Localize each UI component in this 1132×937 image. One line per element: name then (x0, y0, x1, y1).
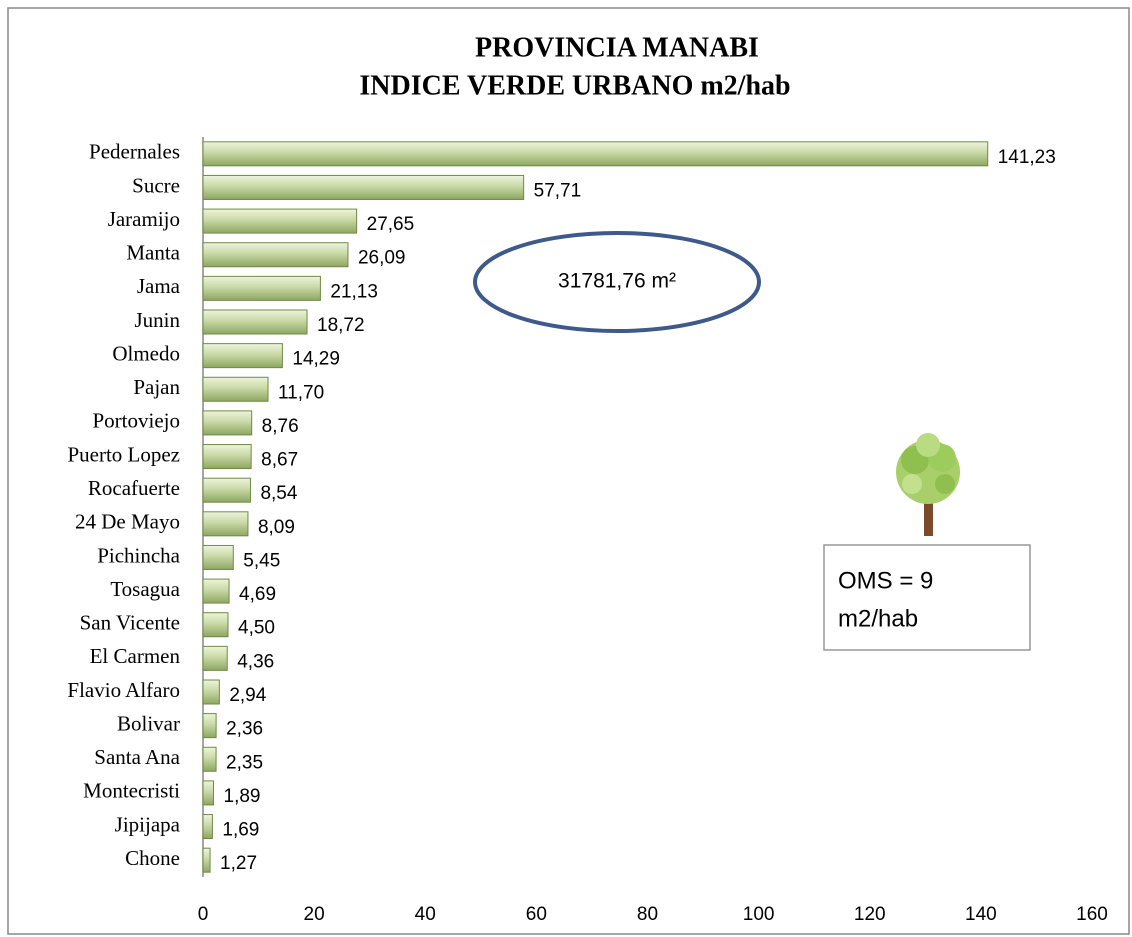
y-tick-label: 24 De Mayo (75, 510, 180, 534)
x-tick-label: 100 (743, 904, 775, 925)
bar (202, 679, 220, 705)
data-label: 141,23 (998, 147, 1056, 168)
data-label: 18,72 (317, 315, 365, 336)
data-label: 8,09 (258, 517, 295, 538)
data-label: 4,69 (239, 584, 276, 605)
data-label: 8,54 (260, 483, 297, 504)
data-label: 57,71 (534, 180, 582, 201)
bar (202, 275, 321, 301)
y-tick-label: Junin (134, 308, 180, 332)
data-label: 2,94 (229, 685, 266, 706)
y-tick-label: Portoviejo (93, 409, 181, 433)
data-label: 26,09 (358, 248, 406, 269)
bar (202, 578, 230, 604)
y-tick-label: Jama (137, 274, 181, 298)
data-label: 4,50 (238, 618, 275, 639)
bar (202, 612, 229, 638)
data-label: 8,67 (261, 450, 298, 471)
tree-icon (896, 433, 960, 536)
data-label: 27,65 (367, 214, 415, 235)
annotation-text: 31781,76 m² (558, 270, 676, 293)
x-tick-label: 120 (854, 904, 886, 925)
x-tick-label: 160 (1076, 904, 1108, 925)
bar (202, 544, 234, 570)
bar (202, 174, 525, 200)
y-tick-label: Jipijapa (115, 812, 181, 836)
y-tick-label: Olmedo (112, 341, 180, 365)
y-tick-label: Pajan (133, 375, 180, 399)
bar (202, 814, 213, 840)
bar (202, 713, 217, 739)
y-tick-label: Pedernales (89, 140, 180, 164)
y-tick-label: Chone (125, 846, 180, 870)
data-label: 1,89 (224, 786, 261, 807)
bar (202, 309, 308, 335)
bar (202, 208, 358, 234)
bar (202, 376, 269, 402)
data-label: 4,36 (237, 651, 274, 672)
y-tick-label: El Carmen (90, 644, 181, 668)
bar (202, 847, 211, 873)
bar (202, 343, 283, 369)
y-tick-label: Santa Ana (94, 745, 180, 769)
data-label: 1,27 (220, 853, 257, 874)
annotation-ellipse (473, 231, 761, 333)
x-tick-label: 40 (415, 904, 436, 925)
bar (202, 444, 252, 470)
data-label: 21,13 (330, 281, 378, 302)
y-tick-label: San Vicente (80, 611, 180, 635)
x-tick-label: 80 (637, 904, 658, 925)
annotation-text: OMS = 9 (838, 567, 933, 594)
data-label: 11,70 (278, 382, 324, 403)
data-label: 5,45 (243, 550, 280, 571)
data-label: 1,69 (222, 820, 259, 841)
data-label: 8,76 (262, 416, 299, 437)
y-tick-label: Sucre (132, 173, 180, 197)
data-label: 2,36 (226, 719, 263, 740)
y-tick-label: Tosagua (110, 577, 180, 601)
annotation-box (823, 544, 1031, 651)
chart-title: INDICE VERDE URBANO m2/hab (359, 70, 790, 101)
data-label: 2,35 (226, 752, 263, 773)
y-tick-label: Puerto Lopez (67, 442, 180, 466)
y-tick-label: Pichincha (97, 543, 180, 567)
chart-title: PROVINCIA MANABI (475, 32, 759, 63)
y-tick-label: Rocafuerte (88, 476, 180, 500)
bar (202, 242, 349, 268)
bar (202, 477, 251, 503)
x-tick-label: 20 (304, 904, 325, 925)
bar (202, 410, 253, 436)
x-tick-label: 60 (526, 904, 547, 925)
bar (202, 511, 249, 537)
x-tick-label: 0 (198, 904, 209, 925)
x-tick-label: 140 (965, 904, 997, 925)
y-tick-label: Manta (126, 241, 180, 265)
bar (202, 746, 217, 772)
bar (202, 780, 215, 806)
bar (202, 645, 228, 671)
y-tick-label: Bolivar (117, 711, 180, 735)
bar (202, 141, 989, 167)
y-tick-label: Flavio Alfaro (67, 678, 180, 702)
y-tick-label: Jaramijo (108, 207, 180, 231)
annotation-text: m2/hab (838, 605, 918, 632)
y-tick-label: Montecristi (83, 779, 180, 803)
data-label: 14,29 (292, 349, 340, 370)
